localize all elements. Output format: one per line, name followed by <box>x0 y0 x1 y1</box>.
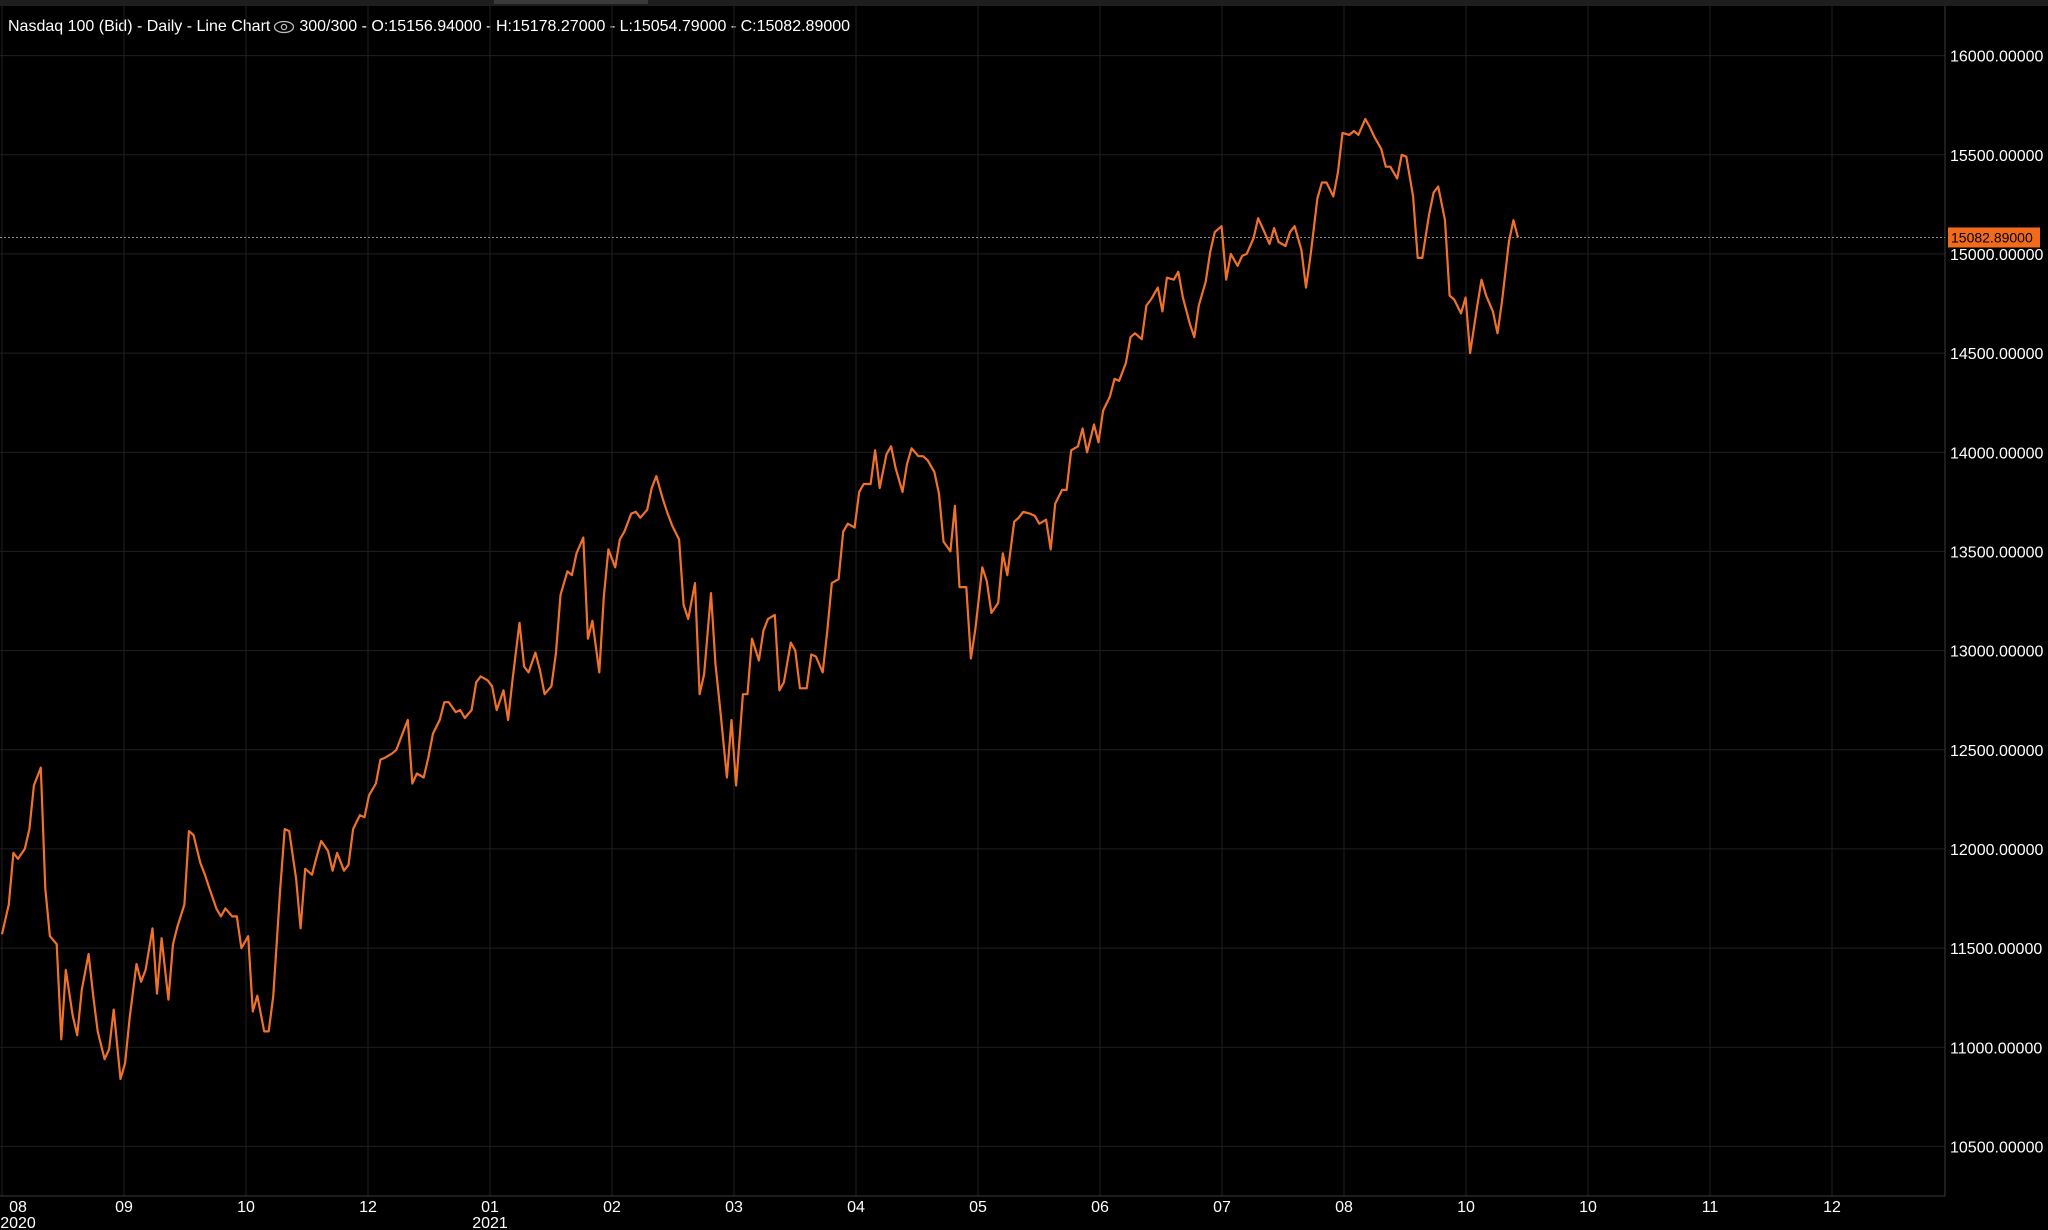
x-tick-label: 12 <box>359 1199 377 1216</box>
x-tick-label: 03 <box>725 1199 743 1216</box>
eye-icon[interactable] <box>273 20 295 34</box>
y-tick-label: 14500.00000 <box>1950 346 2044 363</box>
high-value: H:15178.27000 <box>495 18 606 35</box>
x-tick-label: 12 <box>1823 1199 1841 1216</box>
current-price-tag: 15082.89000 <box>1948 227 2040 248</box>
y-tick-label: 12500.00000 <box>1950 743 2044 760</box>
y-axis-ticks: 16000.00000 15500.00000 15000.00000 14500.0… <box>1950 49 2044 1157</box>
x-tick-label: 06 <box>1091 1199 1109 1216</box>
x-tick-year-label: 2020 <box>0 1215 36 1230</box>
x-tick-label: 01 <box>481 1199 499 1216</box>
current-price-tag-bg <box>1948 227 2040 248</box>
grid <box>0 6 1945 1196</box>
close-value: C:15082.89000 <box>740 18 851 35</box>
y-tick-label: 15000.00000 <box>1950 247 2044 264</box>
x-tick-label: 05 <box>969 1199 987 1216</box>
y-tick-label: 11000.00000 <box>1950 1040 2042 1057</box>
low-value: L:15054.79000 <box>619 18 727 35</box>
x-tick-label: 10 <box>1457 1199 1475 1216</box>
y-tick-label: 12000.00000 <box>1950 842 2044 859</box>
header-sep: - <box>357 18 372 35</box>
y-tick-label: 13500.00000 <box>1950 544 2044 561</box>
y-tick-label: 15500.00000 <box>1950 148 2044 165</box>
x-tick-label: 08 <box>1335 1199 1353 1216</box>
bar-count: 300/300 <box>299 18 358 35</box>
x-tick-label: 07 <box>1213 1199 1231 1216</box>
y-tick-label: 13000.00000 <box>1950 644 2044 661</box>
current-price-label: 15082.89000 <box>1951 229 2033 245</box>
x-tick-year-label: 2021 <box>472 1215 508 1230</box>
open-value: O:15156.94000 <box>371 18 482 35</box>
x-tick-label: 10 <box>237 1199 255 1216</box>
header-sep: - <box>481 18 496 35</box>
chart-title: Nasdaq 100 (Bid) - Daily - Line Chart <box>8 18 271 35</box>
x-tick-label: 11 <box>1702 1199 1719 1216</box>
chart-header: Nasdaq 100 (Bid) - Daily - Line Chart 30… <box>8 17 850 37</box>
x-tick-label: 02 <box>603 1199 621 1216</box>
x-tick-label: 09 <box>115 1199 133 1216</box>
window-top-strip <box>0 0 2048 6</box>
y-tick-label: 14000.00000 <box>1950 445 2044 462</box>
y-tick-label: 16000.00000 <box>1950 49 2044 66</box>
x-tick-label: 08 <box>9 1199 27 1216</box>
x-tick-label: 10 <box>1579 1199 1597 1216</box>
y-tick-label: 10500.00000 <box>1950 1139 2044 1156</box>
y-tick-label: 11500.00000 <box>1950 941 2042 958</box>
price-series-line[interactable] <box>0 117 1520 1081</box>
tab-indicator[interactable] <box>494 0 648 4</box>
x-tick-label: 04 <box>847 1199 865 1216</box>
